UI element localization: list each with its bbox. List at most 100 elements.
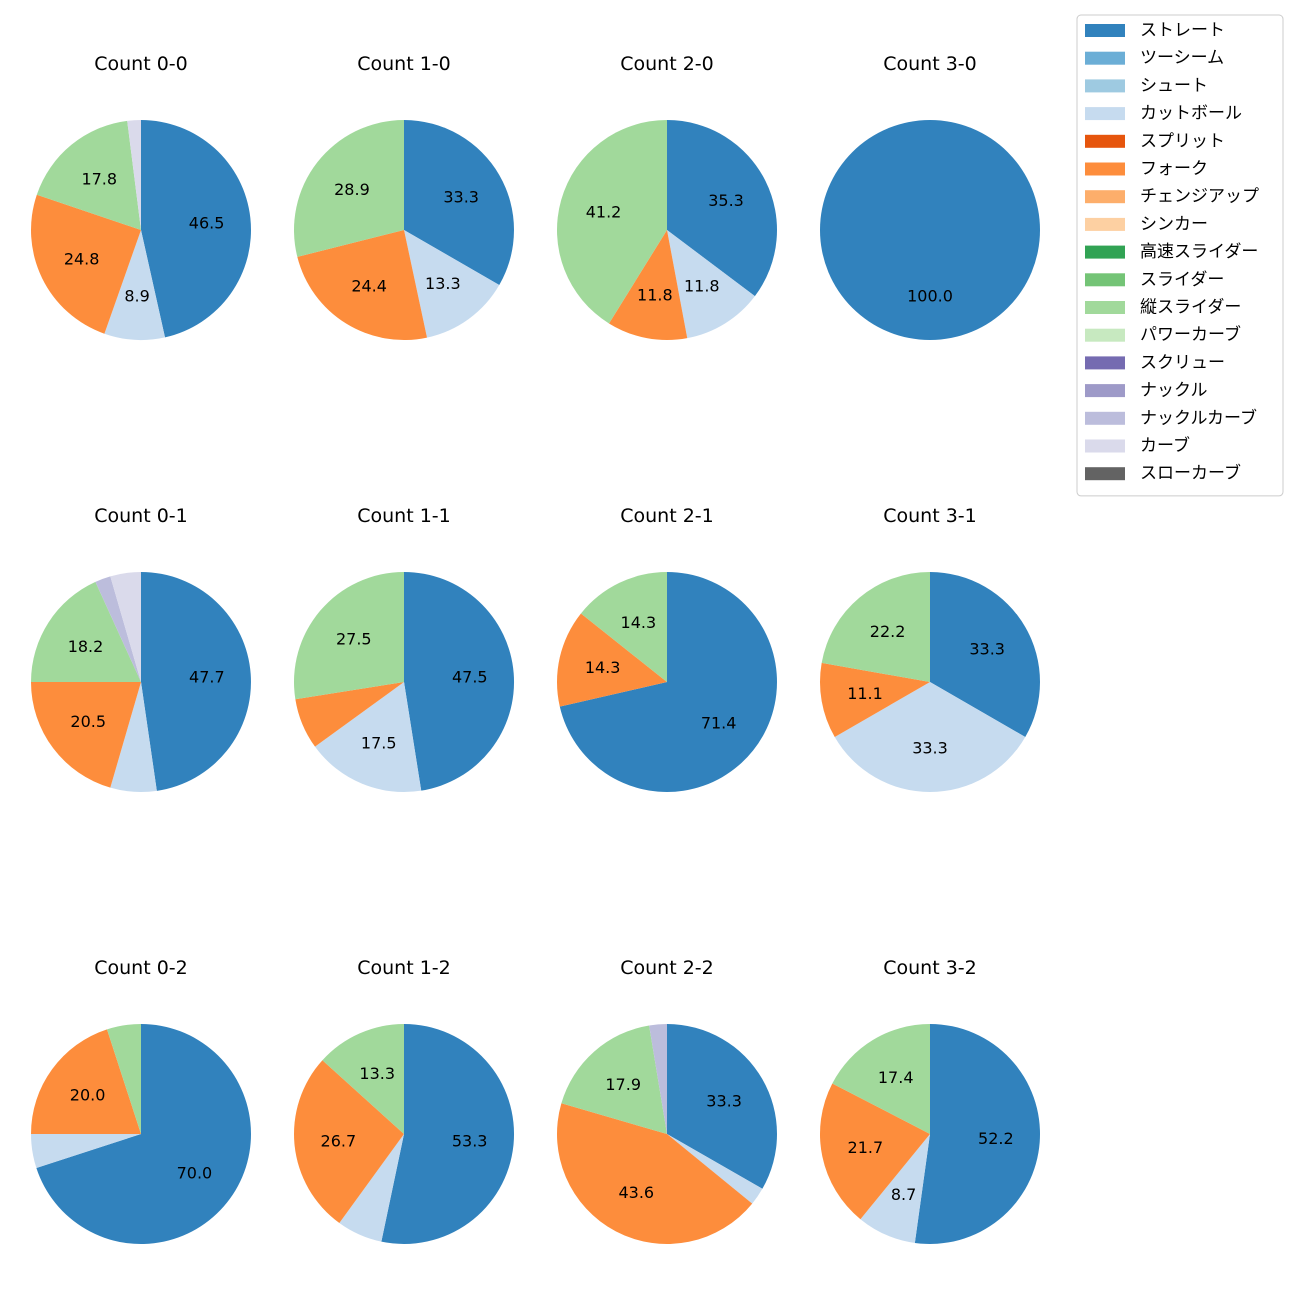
slice-label: 33.3	[706, 1091, 742, 1110]
slice-label: 24.8	[64, 249, 100, 268]
pie-slice	[293, 120, 404, 257]
pie-slice	[608, 230, 688, 340]
slice-label: 17.4	[878, 1068, 914, 1087]
slice-label: 33.3	[912, 739, 948, 758]
pie-slice	[404, 572, 515, 791]
slice-label: 11.8	[684, 277, 720, 296]
legend-label: フォーク	[1140, 159, 1208, 179]
slice-label: 27.5	[336, 630, 372, 649]
pie-slice	[667, 1024, 778, 1189]
pie-slice	[561, 1025, 667, 1134]
pie-slice	[930, 572, 1040, 737]
pie-slice	[667, 120, 777, 297]
pie-slice	[557, 1103, 753, 1245]
legend-swatch	[1085, 162, 1125, 176]
legend-swatch	[1085, 439, 1125, 453]
pie-slice	[31, 1029, 141, 1134]
slice-label: 17.9	[605, 1075, 641, 1094]
pie-slice	[667, 1134, 763, 1204]
legend-label: スクリュー	[1140, 353, 1225, 373]
legend-label: ツーシーム	[1140, 48, 1224, 68]
slice-label: 17.5	[361, 733, 397, 752]
pie-slice	[322, 1023, 404, 1134]
legend-frame	[1076, 14, 1284, 497]
pie-slice	[557, 120, 667, 324]
pie-panel: Count 0-2 70.0 20.0	[30, 957, 251, 1244]
pie-slice	[404, 120, 514, 285]
slice-label: 26.7	[321, 1131, 357, 1150]
pie-title: Count 2-1	[620, 505, 714, 527]
slice-label: 47.5	[452, 667, 488, 686]
pie-title: Count 0-1	[94, 505, 188, 527]
pie-title: Count 0-0	[94, 53, 188, 75]
slice-label: 20.0	[70, 1086, 106, 1105]
pie-slice	[819, 662, 930, 737]
pie-slice	[860, 1134, 930, 1243]
pie-slice	[297, 230, 428, 341]
pie-slice	[141, 572, 251, 791]
pie-slice	[107, 1024, 141, 1134]
slice-label: 11.8	[637, 285, 673, 304]
legend-swatch	[1085, 411, 1125, 425]
pie-slice	[36, 120, 141, 230]
pie-panels: Count 0-0 46.5 8.9 24.8 17.8 Count 1-0 33.3 13.…	[30, 53, 1041, 1245]
legend-swatch	[1085, 24, 1125, 37]
legend-label: シュート	[1140, 76, 1208, 96]
legend-label: ナックルカーブ	[1140, 407, 1257, 428]
pie-slice	[141, 120, 252, 338]
slice-label: 43.6	[618, 1183, 654, 1202]
legend-label: シンカー	[1140, 214, 1208, 234]
pie-title: Count 3-2	[883, 957, 977, 979]
pie-panel: Count 2-2 33.3 43.6 17.9	[557, 957, 778, 1245]
pie-slice	[821, 572, 930, 682]
legend-swatch	[1085, 217, 1125, 231]
slice-label: 28.9	[334, 180, 370, 199]
slice-label: 24.4	[351, 277, 387, 296]
slice-label: 22.2	[870, 622, 906, 641]
pie-title: Count 3-0	[883, 53, 977, 75]
pie-slice	[832, 1023, 930, 1134]
pie-slice	[36, 1024, 251, 1244]
pie-slice	[404, 230, 500, 338]
slice-label: 20.5	[70, 712, 106, 731]
pie-title: Count 1-1	[357, 505, 451, 527]
pie-slice	[31, 194, 141, 334]
pie-slice	[381, 1024, 515, 1244]
slice-label: 33.3	[969, 640, 1005, 659]
legend-label: ナックル	[1140, 381, 1208, 401]
slice-label: 47.7	[189, 668, 225, 687]
legend-swatch	[1085, 190, 1125, 204]
legend-label: ストレート	[1140, 21, 1225, 41]
slice-label: 70.0	[177, 1163, 213, 1182]
legend-swatch	[1085, 107, 1125, 121]
pie-title: Count 1-2	[357, 957, 451, 979]
pie-slice	[295, 682, 404, 747]
legend-swatch	[1085, 328, 1125, 342]
legend-swatch	[1085, 467, 1125, 481]
legend-swatch	[1085, 51, 1125, 65]
pie-slice	[339, 1134, 404, 1242]
pie-title: Count 3-1	[883, 505, 977, 527]
slice-label: 46.5	[189, 213, 225, 232]
slice-label: 33.3	[443, 188, 479, 207]
slice-label: 13.3	[425, 274, 461, 293]
pie-panel: Count 1-2 53.3 26.7 13.3	[293, 957, 515, 1244]
slice-label: 18.2	[68, 637, 104, 656]
slice-label: 8.7	[891, 1185, 916, 1204]
pie-panel: Count 3-2 52.2 8.7 21.7 17.4	[819, 957, 1041, 1244]
pie-title: Count 2-0	[620, 53, 714, 75]
slice-label: 52.2	[978, 1129, 1014, 1148]
pie-panel: Count 1-1 47.5 17.5 27.5	[293, 505, 515, 793]
pie-slice	[649, 1024, 667, 1134]
pie-slice	[834, 682, 1026, 792]
pie-slice	[110, 682, 157, 792]
pie-slice	[293, 1060, 404, 1223]
slice-label: 17.8	[81, 169, 117, 188]
pie-slice	[559, 572, 777, 792]
pie-panel: Count 1-0 33.3 13.3 24.4 28.9	[293, 53, 514, 341]
legend-swatch	[1085, 384, 1125, 398]
pie-panel: Count 3-0 100.0	[820, 53, 1040, 340]
pie-title: Count 2-2	[620, 957, 714, 979]
slice-label: 35.3	[708, 191, 744, 210]
slice-label: 8.9	[124, 286, 149, 305]
